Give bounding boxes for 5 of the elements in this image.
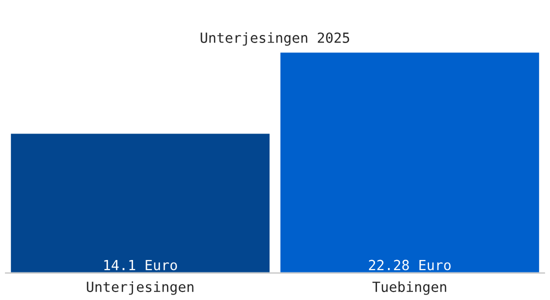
x-tick-label: Tuebingen: [372, 281, 446, 295]
x-tick-label: Unterjesingen: [86, 281, 194, 295]
chart-title: Unterjesingen 2025: [200, 32, 350, 46]
data-label: 22.28 Euro: [368, 260, 451, 270]
data-label: 14.1 Euro: [104, 260, 177, 270]
